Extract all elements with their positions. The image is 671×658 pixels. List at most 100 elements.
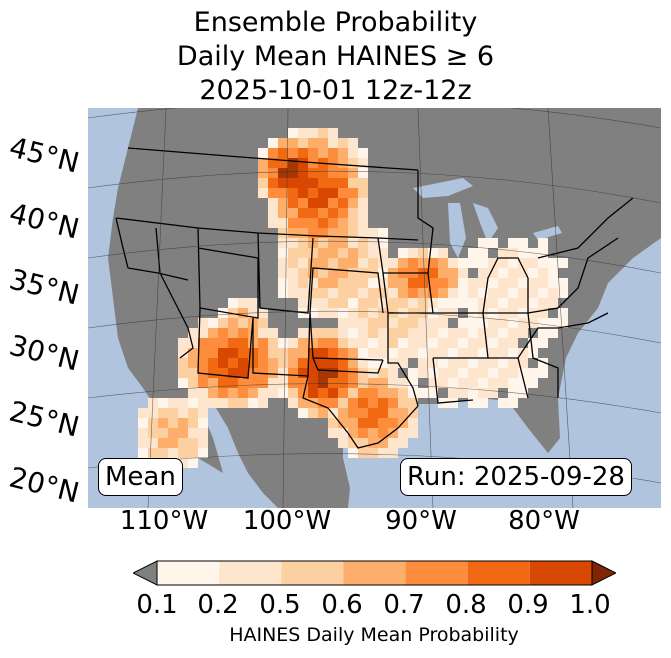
- heatmap-cell: [418, 328, 428, 338]
- heatmap-cell: [298, 288, 308, 298]
- heatmap-cell: [338, 438, 348, 448]
- heatmap-cell: [358, 288, 368, 298]
- heatmap-cell: [538, 328, 548, 338]
- heatmap-cell: [498, 298, 508, 308]
- heatmap-cell: [338, 168, 348, 178]
- heatmap-cell: [328, 408, 338, 418]
- heatmap-cell: [498, 378, 508, 388]
- heatmap-cell: [358, 318, 368, 328]
- heatmap-cell: [528, 288, 538, 298]
- heatmap-cell: [458, 348, 468, 358]
- heatmap-cell: [278, 358, 288, 368]
- heatmap-cell: [258, 358, 268, 368]
- heatmap-cell: [328, 188, 338, 198]
- heatmap-cell: [268, 388, 278, 398]
- heatmap-cell: [298, 138, 308, 148]
- heatmap-cell: [488, 338, 498, 348]
- heatmap-cell: [308, 178, 318, 188]
- heatmap-cell: [308, 398, 318, 408]
- heatmap-cell: [328, 388, 338, 398]
- heatmap-cell: [248, 378, 258, 388]
- colorbar-over-extend: [591, 560, 616, 586]
- heatmap-cell: [348, 268, 358, 278]
- heatmap-cell: [228, 338, 238, 348]
- colorbar-tick-2: 0.5: [259, 590, 301, 620]
- heatmap-cell: [358, 378, 368, 388]
- heatmap-cell: [488, 368, 498, 378]
- heatmap-cell: [218, 398, 228, 408]
- heatmap-cell: [248, 398, 258, 408]
- heatmap-cell: [428, 298, 438, 308]
- heatmap-cell: [558, 308, 568, 318]
- heatmap-cell: [408, 298, 418, 308]
- heatmap-cell: [438, 278, 448, 288]
- colorbar-segment: [343, 561, 406, 585]
- heatmap-cell: [388, 278, 398, 288]
- heatmap-cell: [508, 298, 518, 308]
- heatmap-cell: [168, 418, 178, 428]
- heatmap-cell: [168, 448, 178, 458]
- heatmap-cell: [308, 198, 318, 208]
- heatmap-cell: [348, 188, 358, 198]
- heatmap-cell: [518, 318, 528, 328]
- heatmap-cell: [338, 268, 348, 278]
- colorbar-tick-7: 1.0: [569, 590, 611, 620]
- heatmap-cell: [448, 348, 458, 358]
- heatmap-cell: [278, 198, 288, 208]
- heatmap-cell: [158, 408, 168, 418]
- heatmap-cell: [318, 278, 328, 288]
- heatmap-cell: [338, 238, 348, 248]
- heatmap-cell: [368, 278, 378, 288]
- heatmap-cell: [308, 248, 318, 258]
- heatmap-cell: [508, 358, 518, 368]
- heatmap-cell: [328, 128, 338, 138]
- heatmap-cell: [348, 298, 358, 308]
- heatmap-cell: [198, 448, 208, 458]
- heatmap-cell: [178, 338, 188, 348]
- heatmap-cell: [278, 148, 288, 158]
- heatmap-cell: [238, 328, 248, 338]
- heatmap-cell: [328, 298, 338, 308]
- heatmap-cell: [518, 348, 528, 358]
- heatmap-cell: [348, 418, 358, 428]
- heatmap-cell: [418, 248, 428, 258]
- heatmap-cell: [398, 328, 408, 338]
- heatmap-cell: [348, 248, 358, 258]
- heatmap-cell: [288, 168, 298, 178]
- heatmap-cell: [448, 298, 458, 308]
- heatmap-cell: [418, 338, 428, 348]
- heatmap-cell: [348, 338, 358, 348]
- heatmap-cell: [418, 298, 428, 308]
- heatmap-cell: [268, 208, 278, 218]
- heatmap-cell: [438, 348, 448, 358]
- heatmap-cell: [318, 348, 328, 358]
- heatmap-cell: [308, 308, 318, 318]
- heatmap-cell: [208, 318, 218, 328]
- heatmap-cell: [468, 318, 478, 328]
- heatmap-cell: [558, 318, 568, 328]
- heatmap-cell: [258, 398, 268, 408]
- heatmap-cell: [288, 158, 298, 168]
- heatmap-cell: [538, 288, 548, 298]
- heatmap-cell: [418, 278, 428, 288]
- heatmap-cell: [528, 368, 538, 378]
- heatmap-cell: [368, 438, 378, 448]
- heatmap-cell: [358, 328, 368, 338]
- heatmap-cell: [398, 288, 408, 298]
- heatmap-cell: [138, 438, 148, 448]
- heatmap-cell: [148, 438, 158, 448]
- heatmap-cell: [258, 348, 268, 358]
- heatmap-cell: [148, 428, 158, 438]
- heatmap-cell: [298, 338, 308, 348]
- heatmap-cell: [238, 388, 248, 398]
- heatmap-cell: [488, 388, 498, 398]
- heatmap-cell: [538, 308, 548, 318]
- heatmap-cell: [518, 288, 528, 298]
- heatmap-cell: [328, 418, 338, 428]
- heatmap-cell: [468, 258, 478, 268]
- heatmap-cell: [188, 448, 198, 458]
- heatmap-cell: [378, 418, 388, 428]
- heatmap-cell: [428, 388, 438, 398]
- heatmap-cell: [458, 338, 468, 348]
- heatmap-cell: [228, 398, 238, 408]
